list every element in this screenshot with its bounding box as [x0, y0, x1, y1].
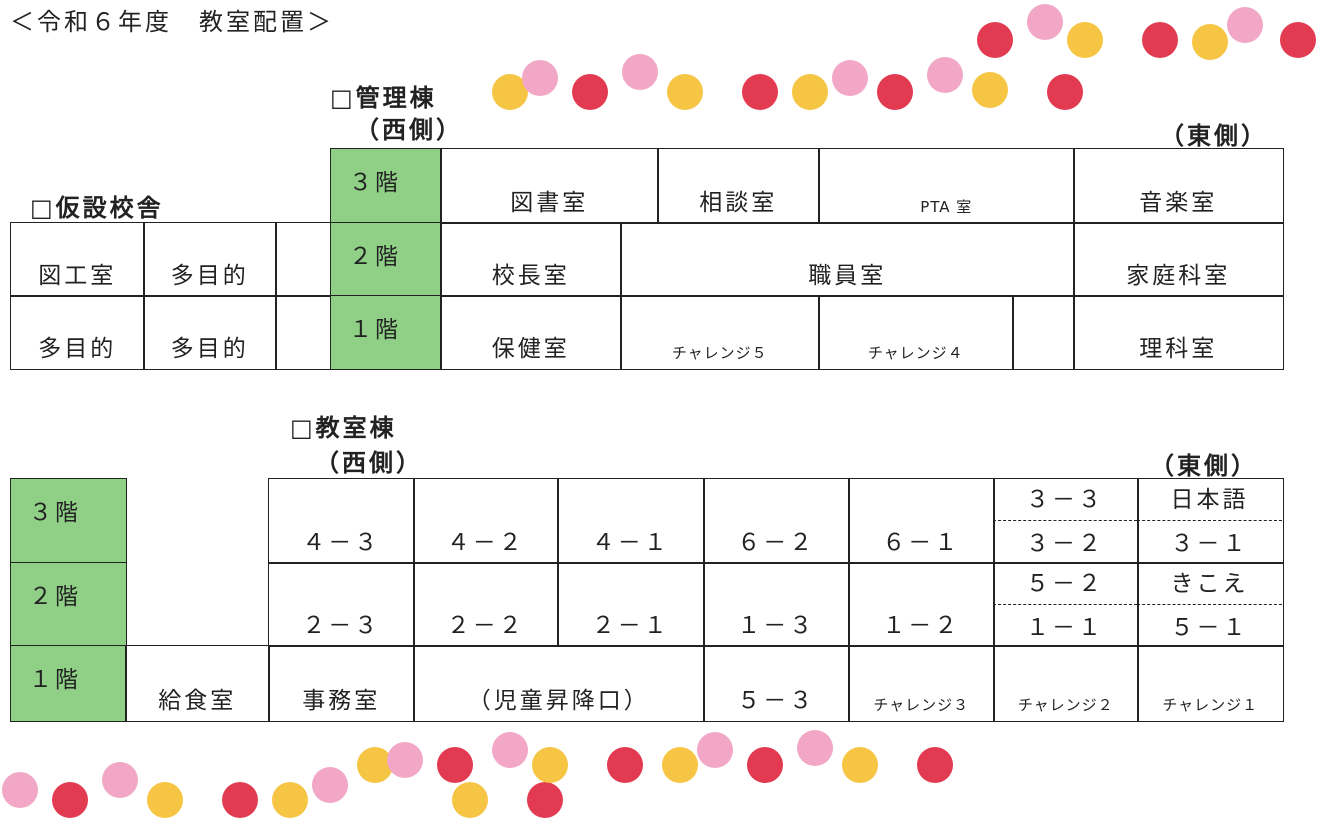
room-cell: ４－３ — [268, 478, 415, 564]
room-label: ３－２ — [1026, 531, 1104, 557]
room-label: ３－１ — [1170, 531, 1249, 557]
room-label: ３－３ — [1026, 487, 1104, 513]
room-cell: PTA 室 — [818, 148, 1075, 224]
room-cell — [275, 222, 332, 297]
room-cell: 多目的 — [10, 295, 145, 370]
room-cell — [275, 295, 332, 370]
room-cell: ２－２ — [413, 562, 559, 647]
room-cell: （児童昇降口） — [413, 645, 705, 722]
room-cell: チャレンジ１ — [1137, 645, 1284, 722]
room-cell: １階 — [330, 295, 442, 370]
room-label: ５－２ — [1026, 571, 1104, 597]
room-label: １－１ — [1026, 614, 1104, 641]
room-cell: チャレンジ２ — [993, 645, 1139, 722]
room-cell: 職員室 — [620, 222, 1075, 297]
room-cell: チャレンジ４ — [818, 295, 1014, 370]
room-cell: ２－３ — [268, 562, 415, 647]
room-cell: 理科室 — [1073, 295, 1284, 370]
room-cell: ３階 — [10, 478, 127, 564]
room-cell: 家庭科室 — [1073, 222, 1284, 297]
room-cell: ２－１ — [557, 562, 705, 647]
section-heading: □教室棟 — [290, 414, 397, 442]
room-label: 日本語 — [1170, 487, 1249, 513]
room-cell: １－２ — [848, 562, 995, 647]
room-cell: ３階 — [330, 148, 442, 224]
room-cell: ４－２ — [413, 478, 559, 564]
room-cell: ５－３ — [703, 645, 850, 722]
room-cell: 校長室 — [440, 222, 622, 297]
room-cell: チャレンジ５ — [620, 295, 820, 370]
room-cell: チャレンジ３ — [848, 645, 995, 722]
split-line — [1137, 520, 1282, 521]
tulips — [2, 4, 1316, 818]
room-cell: 保健室 — [440, 295, 622, 370]
room-cell: １階 — [10, 645, 127, 722]
section-heading: □管理棟 — [330, 84, 437, 112]
east-label: （東側） — [1150, 452, 1258, 480]
room-cell: １－３ — [703, 562, 850, 647]
room-label: きこえ — [1170, 571, 1249, 597]
room-cell: 多目的 — [143, 222, 277, 297]
section-heading: □仮設校舎 — [30, 194, 164, 222]
split-line — [1137, 603, 1282, 605]
room-cell: 図書室 — [440, 148, 659, 224]
room-cell: 相談室 — [657, 148, 820, 224]
room-cell: 音楽室 — [1073, 148, 1284, 224]
room-cell: ２階 — [10, 562, 127, 647]
room-cell: ６－２ — [703, 478, 850, 564]
page-title: ＜令和６年度 教室配置＞ — [10, 8, 334, 36]
west-label: （西側） — [355, 116, 463, 144]
split-line — [993, 603, 1137, 605]
split-line — [993, 520, 1137, 521]
room-cell: 図工室 — [10, 222, 145, 297]
room-cell: 多目的 — [143, 295, 277, 370]
east-label: （東側） — [1160, 122, 1268, 150]
room-cell: ６－１ — [848, 478, 995, 564]
room-cell: 給食室 — [125, 645, 270, 722]
room-cell — [1012, 295, 1075, 370]
room-label: ５－１ — [1170, 614, 1249, 641]
room-cell: 事務室 — [268, 645, 415, 722]
room-cell: ２階 — [330, 222, 442, 297]
west-label: （西側） — [315, 449, 423, 477]
room-cell: ４－１ — [557, 478, 705, 564]
